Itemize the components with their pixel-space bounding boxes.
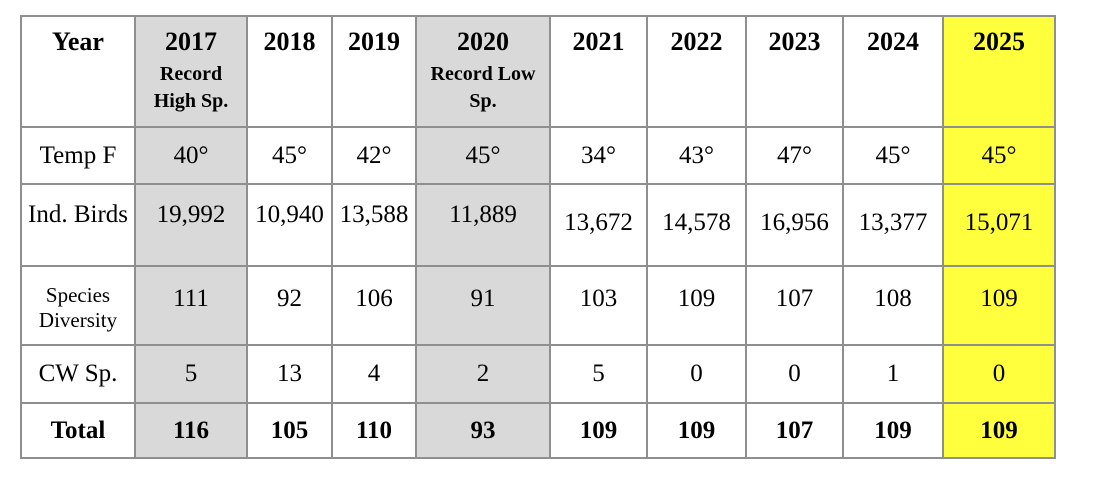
table-cell: 111 bbox=[134, 265, 248, 346]
table-cell: 106 bbox=[331, 265, 417, 346]
table-row: Year 2017 Record High Sp. 2018 2019 2020… bbox=[20, 15, 1056, 128]
table-cell: 109 bbox=[942, 402, 1056, 459]
year-header-2025: 2025 bbox=[942, 15, 1056, 128]
table-cell: 91 bbox=[415, 265, 551, 346]
table-cell: 0 bbox=[942, 344, 1056, 404]
table-cell: 45° bbox=[415, 126, 551, 185]
table-cell: 108 bbox=[842, 265, 944, 346]
table-cell: 107 bbox=[745, 402, 844, 459]
row-label-species-diversity: Species Diversity bbox=[20, 265, 136, 346]
table-cell: 103 bbox=[549, 265, 648, 346]
table-cell: 5 bbox=[549, 344, 648, 404]
table-cell: 109 bbox=[646, 402, 747, 459]
year-label: 2021 bbox=[572, 27, 625, 56]
year-label: 2020 bbox=[457, 27, 509, 56]
annual-bird-count-table: Year 2017 Record High Sp. 2018 2019 2020… bbox=[20, 15, 1056, 459]
table-cell: 15,071 bbox=[942, 183, 1056, 267]
table-cell: 43° bbox=[646, 126, 747, 185]
table-cell: 93 bbox=[415, 402, 551, 459]
table-cell: 0 bbox=[745, 344, 844, 404]
table-cell: 109 bbox=[549, 402, 648, 459]
table-row: CW Sp. 5 13 4 2 5 0 0 1 0 bbox=[20, 344, 1056, 404]
table-cell: 0 bbox=[646, 344, 747, 404]
year-label: 2022 bbox=[670, 27, 723, 56]
year-header-2023: 2023 bbox=[745, 15, 844, 128]
table-cell: 109 bbox=[942, 265, 1056, 346]
table-row: Species Diversity 111 92 106 91 103 109 … bbox=[20, 265, 1056, 346]
table-cell: 116 bbox=[134, 402, 248, 459]
corner-cell: Year bbox=[20, 15, 136, 128]
table-cell: 5 bbox=[134, 344, 248, 404]
table-cell: 13 bbox=[246, 344, 333, 404]
table-cell: 105 bbox=[246, 402, 333, 459]
corner-label: Year bbox=[52, 27, 104, 56]
table-cell: 92 bbox=[246, 265, 333, 346]
year-label: 2017 bbox=[165, 27, 217, 56]
year-header-2019: 2019 bbox=[331, 15, 417, 128]
year-label: 2025 bbox=[973, 27, 1025, 56]
table-row: Ind. Birds 19,992 10,940 13,588 11,889 1… bbox=[20, 183, 1056, 267]
row-label-temp: Temp F bbox=[20, 126, 136, 185]
table-cell: 10,940 bbox=[246, 183, 333, 267]
year-note: Record High Sp. bbox=[153, 62, 229, 112]
row-label-ind-birds: Ind. Birds bbox=[20, 183, 136, 267]
table-cell: 16,956 bbox=[745, 183, 844, 267]
year-header-2024: 2024 bbox=[842, 15, 944, 128]
table-cell: 34° bbox=[549, 126, 648, 185]
year-note: Record Low Sp. bbox=[430, 62, 536, 112]
table-cell: 47° bbox=[745, 126, 844, 185]
year-header-2021: 2021 bbox=[549, 15, 648, 128]
year-header-2020: 2020 Record Low Sp. bbox=[415, 15, 551, 128]
table-cell: 13,588 bbox=[331, 183, 417, 267]
table-row: Temp F 40° 45° 42° 45° 34° 43° 47° 45° 4… bbox=[20, 126, 1056, 185]
table-cell: 109 bbox=[842, 402, 944, 459]
table-cell: 45° bbox=[942, 126, 1056, 185]
table-cell: 40° bbox=[134, 126, 248, 185]
year-label: 2019 bbox=[348, 27, 400, 56]
table-row: Total 116 105 110 93 109 109 107 109 109 bbox=[20, 402, 1056, 459]
table-cell: 19,992 bbox=[134, 183, 248, 267]
table-cell: 45° bbox=[842, 126, 944, 185]
table-cell: 42° bbox=[331, 126, 417, 185]
year-label: 2024 bbox=[867, 27, 919, 56]
table-cell: 11,889 bbox=[415, 183, 551, 267]
table-cell: 110 bbox=[331, 402, 417, 459]
table-cell: 13,377 bbox=[842, 183, 944, 267]
table-cell: 2 bbox=[415, 344, 551, 404]
table-cell: 107 bbox=[745, 265, 844, 346]
table-cell: 13,672 bbox=[549, 183, 648, 267]
table-cell: 4 bbox=[331, 344, 417, 404]
row-label-total: Total bbox=[20, 402, 136, 459]
table-cell: 109 bbox=[646, 265, 747, 346]
table-cell: 1 bbox=[842, 344, 944, 404]
table-cell: 14,578 bbox=[646, 183, 747, 267]
year-label: 2018 bbox=[263, 27, 316, 56]
row-label-cw-sp: CW Sp. bbox=[20, 344, 136, 404]
year-header-2022: 2022 bbox=[646, 15, 747, 128]
year-header-2017: 2017 Record High Sp. bbox=[134, 15, 248, 128]
table-cell: 45° bbox=[246, 126, 333, 185]
year-header-2018: 2018 bbox=[246, 15, 333, 128]
year-label: 2023 bbox=[768, 27, 821, 56]
